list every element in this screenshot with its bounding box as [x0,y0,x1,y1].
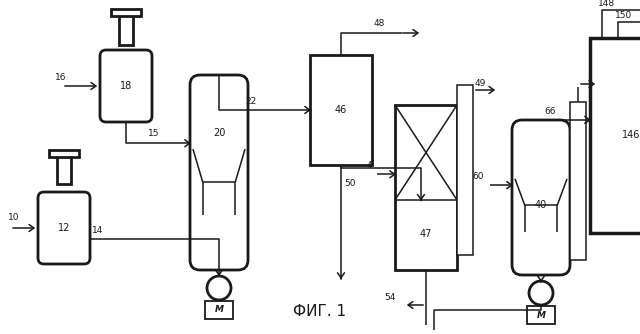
Text: 4: 4 [367,161,372,170]
Bar [310,55,372,165]
Text: 16: 16 [55,73,67,82]
Text: 60: 60 [472,172,483,181]
Bar [570,102,586,260]
Text: M: M [536,311,545,320]
Text: 40: 40 [535,200,547,210]
Text: 49: 49 [475,78,486,88]
Bar [457,85,473,255]
Circle shape [207,276,231,300]
Text: 14: 14 [92,226,104,235]
Text: 148: 148 [598,0,615,7]
Text: 48: 48 [374,18,385,27]
FancyBboxPatch shape [190,75,248,270]
FancyBboxPatch shape [100,50,152,122]
Text: 54: 54 [384,293,396,302]
FancyBboxPatch shape [38,192,90,264]
Text: 10: 10 [8,213,19,222]
Text: 50: 50 [344,178,355,187]
Bar [119,15,133,45]
Text: 47: 47 [420,229,432,239]
Circle shape [529,281,553,305]
Bar [395,105,457,270]
Bar [205,301,233,319]
Text: 146: 146 [622,131,640,141]
Text: M: M [214,306,223,315]
Text: 20: 20 [213,129,225,139]
Bar [527,306,555,324]
FancyBboxPatch shape [512,120,570,275]
Bar [49,150,79,157]
Bar [57,156,71,184]
Text: 150: 150 [615,11,632,20]
Text: 22: 22 [245,98,256,107]
Text: 46: 46 [335,105,347,115]
Text: 18: 18 [120,81,132,91]
Text: ФИГ. 1: ФИГ. 1 [293,305,347,320]
Bar [590,38,640,233]
Text: 15: 15 [148,129,159,138]
Text: 12: 12 [58,223,70,233]
Text: 66: 66 [544,107,556,116]
Bar [111,9,141,16]
